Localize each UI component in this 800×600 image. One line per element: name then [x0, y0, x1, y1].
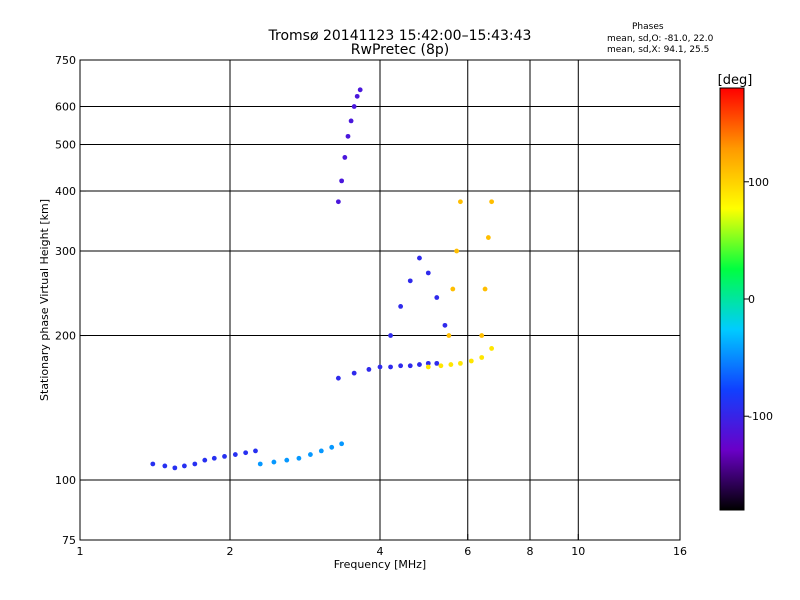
data-point: [351, 104, 357, 109]
axes: 1 2 4 6 8 10 16 75 100 200 300 400 500 600 750: [55, 54, 687, 558]
data-point: [482, 286, 488, 292]
colorbar-tick-label: -100: [748, 410, 773, 423]
data-point: [222, 454, 227, 459]
data-point: [438, 363, 444, 369]
data-point: [425, 270, 431, 276]
data-point: [354, 93, 360, 99]
data-point: [232, 452, 238, 457]
y-tick-label: 75: [62, 534, 76, 547]
y-tick-label: 600: [55, 101, 76, 114]
data-point: [366, 367, 372, 372]
data-points: [150, 87, 495, 471]
colorbar-gradient: [719, 87, 745, 511]
data-point: [448, 362, 454, 367]
data-point: [335, 375, 341, 381]
x-axis-label: Frequency [MHz]: [334, 558, 426, 571]
data-point: [162, 463, 168, 469]
data-point: [468, 358, 474, 364]
data-point: [211, 455, 217, 461]
data-point: [398, 363, 404, 369]
data-point: [442, 322, 448, 328]
data-point: [257, 461, 263, 467]
data-point: [318, 448, 324, 454]
data-point: [243, 450, 249, 456]
data-point: [192, 461, 198, 467]
phase-stats-x-mode: mean, sd,X: 94.1, 25.5: [607, 45, 710, 55]
data-point: [485, 235, 491, 240]
data-point: [339, 178, 345, 184]
x-tick-label: 16: [673, 545, 687, 558]
y-tick-label: 750: [55, 54, 76, 67]
data-point: [489, 199, 495, 205]
y-tick-label: 200: [55, 330, 76, 343]
data-point: [339, 441, 345, 447]
grid-lines: [80, 60, 680, 540]
phase-stats-heading: Phases: [632, 22, 664, 32]
data-point: [308, 452, 313, 457]
y-axis-label: Stationary phase Virtual Height [km]: [38, 199, 51, 401]
data-point: [202, 457, 208, 463]
data-point: [296, 455, 302, 461]
data-point: [458, 199, 463, 205]
data-point: [407, 363, 413, 369]
data-point: [348, 118, 354, 124]
data-point: [271, 459, 277, 465]
data-point: [335, 199, 341, 205]
data-point: [351, 370, 357, 376]
data-point: [345, 133, 351, 139]
y-tick-label: 400: [55, 185, 76, 198]
data-point: [357, 87, 363, 93]
phase-stats-o-mode: mean, sd,O: -81.0, 22.0: [607, 34, 714, 44]
data-point: [329, 444, 335, 450]
data-point: [388, 364, 393, 370]
data-point: [388, 333, 393, 338]
data-point: [450, 286, 456, 292]
data-point: [434, 360, 440, 366]
data-point: [377, 364, 383, 370]
data-point: [425, 364, 431, 370]
x-tick-label: 2: [227, 545, 234, 558]
data-point: [417, 362, 422, 367]
data-point: [181, 463, 187, 469]
colorbar-label: [deg]: [718, 73, 753, 88]
data-point: [407, 278, 413, 284]
y-tick-label: 100: [55, 474, 76, 487]
colorbar: [deg] 100 0 -100: [718, 73, 773, 511]
colorbar-tick-label: 0: [748, 293, 755, 306]
x-tick-label: 1: [77, 545, 84, 558]
data-point: [446, 333, 452, 338]
data-point: [253, 448, 258, 454]
x-tick-label: 6: [464, 545, 471, 558]
y-tick-label: 300: [55, 245, 76, 258]
data-point: [479, 333, 485, 338]
x-tick-label: 8: [527, 545, 534, 558]
data-point: [172, 465, 178, 471]
x-tick-label: 10: [571, 545, 585, 558]
data-point: [417, 255, 422, 261]
colorbar-tick-label: 100: [748, 176, 769, 189]
data-point: [398, 304, 404, 309]
data-point: [489, 346, 495, 351]
y-tick-label: 500: [55, 139, 76, 152]
x-tick-label: 4: [377, 545, 384, 558]
data-point: [150, 461, 156, 467]
data-point: [425, 360, 431, 366]
data-point: [458, 360, 463, 366]
chart-subtitle: RwPretec (8p): [350, 42, 450, 58]
data-point: [284, 457, 290, 463]
data-point: [342, 155, 348, 160]
chart-title: Tromsø 20141123 15:42:00–15:43:43: [268, 28, 532, 44]
data-point: [454, 248, 460, 254]
data-point: [434, 295, 440, 300]
data-point: [479, 355, 485, 360]
